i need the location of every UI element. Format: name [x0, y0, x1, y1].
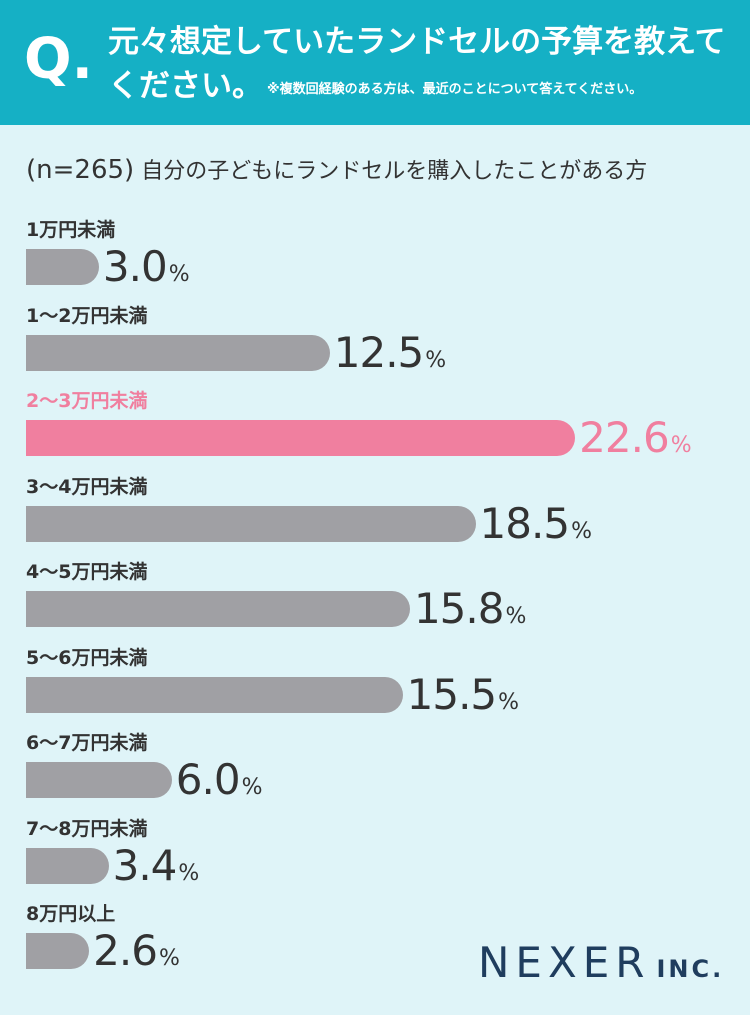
value-label: 3.0%: [103, 242, 190, 301]
question-text-line2-main: ください。: [108, 68, 263, 104]
category-label: 3〜4万円未満: [26, 475, 148, 498]
nexer-logo: NEXER INC.: [478, 938, 724, 987]
bar: [26, 591, 410, 627]
value-label: 12.5%: [334, 328, 446, 387]
value-unit: %: [178, 860, 200, 886]
category-label: 1〜2万円未満: [26, 304, 148, 327]
value-unit: %: [498, 689, 520, 715]
value-label: 15.5%: [407, 670, 519, 729]
value-unit: %: [168, 262, 190, 287]
respondent-description: 自分の子どもにランドセルを購入したことがある方: [141, 159, 648, 184]
question-text-line1: 元々想定していたランドセルの予算を教えて: [108, 24, 726, 60]
value-unit: %: [571, 518, 592, 544]
bar: [26, 847, 109, 884]
value-number: 22.6: [579, 413, 670, 462]
logo-main-text: NEXER: [478, 938, 651, 987]
sample-size: (n=265): [26, 155, 135, 185]
category-label: 1万円未満: [26, 219, 116, 241]
bar: [26, 249, 99, 285]
category-label: 5〜6万円未満: [26, 646, 148, 669]
value-number: 15.5: [406, 669, 498, 719]
question-header: Q. 元々想定していたランドセルの予算を教えて ください。 ※複数回経験のある方は…: [0, 0, 750, 125]
value-label: 2.6%: [93, 926, 180, 985]
bar: [26, 762, 172, 798]
value-label: 22.6%: [579, 413, 691, 472]
category-label: 7〜8万円未満: [26, 817, 148, 840]
bar: [26, 505, 476, 542]
value-number: 6.0: [175, 755, 241, 804]
value-number: 12.5: [333, 327, 425, 377]
bar: [26, 676, 403, 713]
question-note: ※複数回経験のある方は、最近のことについて答えてください。: [267, 82, 643, 97]
value-number: 3.4: [112, 840, 178, 890]
question-text-line2: ください。 ※複数回経験のある方は、最近のことについて答えてください。: [108, 64, 642, 112]
value-unit: %: [505, 604, 527, 629]
value-unit: %: [670, 433, 692, 458]
value-unit: %: [158, 946, 180, 971]
bar: [26, 420, 576, 456]
value-label: 15.8%: [414, 584, 526, 643]
category-label: 2〜3万円未満: [26, 390, 148, 412]
question-mark: Q.: [24, 27, 93, 92]
value-number: 3.0: [102, 242, 168, 291]
sample-description: (n=265) 自分の子どもにランドセルを購入したことがある方: [26, 150, 647, 192]
value-number: 15.8: [413, 584, 505, 633]
category-label: 4〜5万円未満: [26, 561, 148, 583]
value-label: 3.4%: [113, 841, 200, 900]
category-label: 8万円以上: [26, 903, 116, 925]
category-label: 6〜7万円未満: [26, 732, 148, 754]
logo-sub-text: INC.: [656, 955, 725, 983]
value-number: 18.5: [479, 498, 571, 548]
value-label: 18.5%: [480, 499, 592, 558]
value-number: 2.6: [93, 926, 158, 975]
bar: [26, 334, 330, 371]
value-unit: %: [241, 775, 263, 800]
value-unit: %: [425, 347, 447, 373]
bar: [26, 933, 90, 969]
value-label: 6.0%: [176, 755, 263, 814]
